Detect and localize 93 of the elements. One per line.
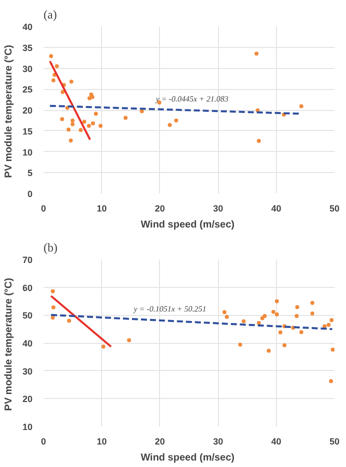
- y-tick-label: 20: [22, 106, 33, 116]
- x-tick-label: 50: [329, 436, 340, 446]
- point: [222, 310, 226, 314]
- y-tick-label: 60: [22, 282, 33, 293]
- point: [299, 104, 304, 108]
- x-tick-label: 30: [213, 204, 224, 214]
- point: [168, 123, 172, 128]
- point: [69, 80, 74, 84]
- point: [54, 64, 59, 68]
- point: [326, 322, 331, 327]
- point: [67, 318, 72, 323]
- x-tick-label: 0: [40, 436, 46, 446]
- point: [310, 300, 314, 305]
- x-tick-label: 40: [271, 436, 282, 446]
- point: [140, 109, 144, 114]
- point: [260, 316, 264, 320]
- point: [256, 138, 261, 143]
- point: [224, 314, 229, 319]
- x-tick-label: 10: [96, 204, 107, 214]
- x-tick-label: 20: [154, 204, 165, 214]
- y-tick-label: 30: [22, 64, 33, 74]
- point: [78, 128, 83, 132]
- point: [282, 343, 286, 348]
- point: [256, 320, 261, 325]
- y-tick-label: 0: [27, 189, 33, 199]
- point: [49, 54, 54, 58]
- point: [278, 330, 282, 334]
- point: [274, 299, 279, 304]
- point: [174, 118, 178, 122]
- y-tick-label: 35: [22, 42, 33, 53]
- point: [330, 348, 334, 352]
- point: [124, 116, 128, 120]
- point: [98, 124, 103, 128]
- x-axis-title: Wind speed (m/sec): [140, 452, 235, 464]
- point: [295, 305, 300, 310]
- y-tick-label: 30: [22, 366, 33, 376]
- point: [254, 52, 259, 56]
- annotation: y = -0.0445x + 21.083: [154, 94, 228, 104]
- chart-title: (b): [44, 240, 58, 254]
- x-tick-label: 40: [271, 204, 282, 214]
- point: [50, 289, 55, 294]
- point: [50, 316, 55, 320]
- point: [238, 342, 242, 347]
- x-tick-label: 10: [96, 436, 107, 446]
- point: [101, 344, 106, 349]
- point: [70, 122, 75, 126]
- point: [86, 124, 91, 128]
- point: [310, 312, 314, 316]
- y-axis-title: PV module temperature (°C): [3, 278, 14, 411]
- point: [127, 338, 132, 342]
- point: [66, 128, 71, 132]
- point: [90, 121, 95, 126]
- point: [51, 305, 56, 310]
- chart-title: (a): [44, 8, 57, 22]
- point: [271, 310, 276, 314]
- y-tick-label: 40: [22, 338, 33, 348]
- x-tick-label: 0: [40, 204, 46, 214]
- y-tick-label: 10: [22, 147, 33, 158]
- y-tick-label: 70: [22, 255, 33, 265]
- point: [90, 95, 94, 100]
- x-tick-label: 30: [213, 436, 224, 446]
- point: [68, 138, 73, 142]
- point: [94, 112, 98, 116]
- y-axis-title: PV module temperature (°C): [3, 44, 14, 178]
- point: [65, 106, 70, 110]
- annotation: y = -0.1051x + 50.251: [132, 304, 206, 314]
- y-tick-label: 5: [27, 168, 33, 178]
- x-tick-label: 20: [154, 436, 165, 446]
- x-tick-label: 50: [329, 204, 340, 214]
- point: [274, 312, 279, 316]
- point: [329, 379, 334, 384]
- point: [330, 318, 334, 322]
- point: [60, 90, 65, 94]
- point: [52, 72, 57, 77]
- y-tick-label: 15: [22, 126, 33, 136]
- point: [60, 117, 64, 122]
- point: [299, 330, 304, 334]
- point: [294, 314, 299, 318]
- point: [256, 108, 260, 112]
- point: [87, 96, 92, 100]
- y-tick-label: 20: [22, 394, 33, 404]
- y-tick-label: 10: [22, 422, 33, 432]
- point: [322, 324, 327, 328]
- point: [242, 319, 246, 324]
- y-tick-label: 50: [22, 310, 33, 321]
- point: [51, 78, 56, 82]
- point: [70, 118, 75, 122]
- point: [262, 314, 267, 318]
- x-axis-title: Wind speed (m/sec): [140, 220, 235, 230]
- point: [82, 120, 86, 124]
- y-tick-label: 40: [22, 22, 33, 32]
- point: [266, 348, 271, 353]
- y-tick-label: 25: [22, 84, 33, 95]
